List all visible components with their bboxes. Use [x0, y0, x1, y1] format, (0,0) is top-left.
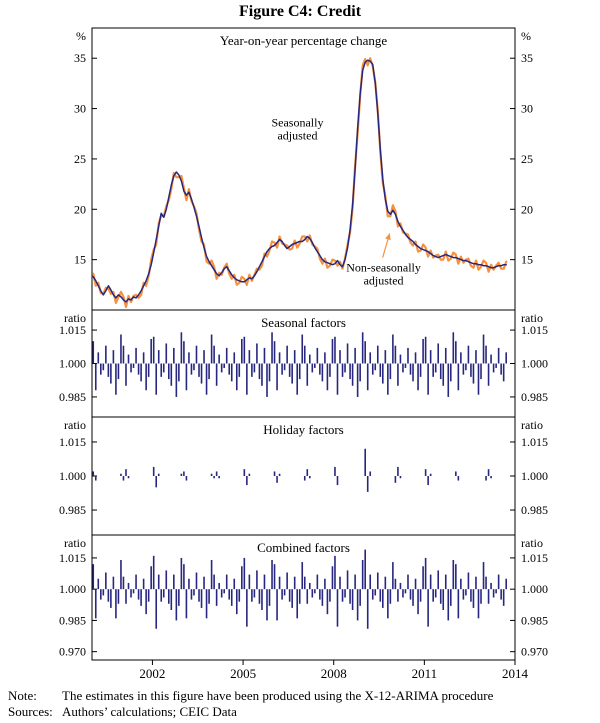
y-tick-label-left: 0.985 [59, 613, 86, 627]
y-tick-label-right: 0.970 [521, 645, 548, 659]
y-tick-label-left: 0.985 [59, 390, 86, 404]
chart-canvas: Year-on-year percentage change% % 15 15 20 20… [59, 27, 548, 681]
x-axis: 2002 2005 2008 2011 2014 [139, 660, 529, 681]
y-tick-label-left: 1.015 [59, 435, 86, 449]
annotation-text: adjusted [364, 274, 404, 288]
y-tick-label-left: 20 [74, 202, 86, 216]
x-tick-label: 2008 [321, 666, 347, 681]
x-tick-label: 2002 [139, 666, 165, 681]
panel-title-yoy: Year-on-year percentage change [220, 33, 388, 48]
line-series-sa [92, 59, 507, 303]
y-tick-label-left: 1.000 [59, 357, 86, 371]
panel-combined: Combined factors ratio ratio 0.970 0.970 0.98… [59, 534, 548, 661]
y-tick-label-right: 1.000 [521, 357, 548, 371]
figure-title: Figure C4: Credit [238, 3, 362, 20]
annotation-text: Seasonally [271, 116, 323, 130]
y-tick-label-left: 1.015 [59, 323, 86, 337]
panel-border [91, 27, 516, 311]
unit-label-right: ratio [521, 418, 543, 432]
unit-label-right: ratio [521, 536, 543, 550]
panel-title-seasonal: Seasonal factors [261, 315, 346, 330]
y-tick-label-left: 1.015 [59, 551, 86, 565]
y-tick-label-left: 15 [74, 253, 86, 267]
y-tick-label-left: 35 [74, 51, 86, 65]
y-tick-label-left: 25 [74, 152, 86, 166]
y-tick-label-right: 35 [521, 51, 533, 65]
x-tick-label: 2005 [230, 666, 256, 681]
y-tick-label-right: 1.015 [521, 323, 548, 337]
sources-row: Sources: Authors’ calculations; CEIC Dat… [8, 704, 592, 720]
panel-seasonal: Seasonal factors ratio ratio 0.985 0.985 1.00… [59, 309, 548, 418]
panel-border [91, 534, 516, 661]
unit-label-left: ratio [64, 536, 86, 550]
annotation-arrowhead-icon [385, 233, 391, 241]
sources-text: Authors’ calculations; CEIC Data [62, 704, 237, 719]
panel-title-combined: Combined factors [257, 540, 350, 555]
bar-series-holiday [92, 448, 492, 492]
x-tick-label: 2014 [502, 666, 529, 681]
y-tick-label-right: 20 [521, 202, 533, 216]
y-tick-label-right: 0.985 [521, 613, 548, 627]
y-tick-label-right: 1.015 [521, 435, 548, 449]
y-tick-label-left: 0.985 [59, 503, 86, 517]
sources-label: Sources: [8, 704, 53, 719]
line-series-nsa [92, 57, 508, 309]
figure-notes: Note: The estimates in this figure have … [8, 688, 592, 720]
y-tick-label-right: 1.015 [521, 551, 548, 565]
y-tick-label-right: 30 [521, 102, 533, 116]
annotation-text: adjusted [277, 129, 317, 143]
unit-label-left: ratio [64, 311, 86, 325]
unit-label-right: ratio [521, 311, 543, 325]
bar-series-seasonal [92, 332, 507, 397]
y-tick-label-right: 1.000 [521, 582, 548, 596]
y-tick-label-right: 25 [521, 152, 533, 166]
panel-title-holiday: Holiday factors [263, 422, 344, 437]
y-tick-label-left: 0.970 [59, 645, 86, 659]
y-tick-label-right: 0.985 [521, 503, 548, 517]
unit-label-left: ratio [64, 418, 86, 432]
y-tick-label-left: 1.000 [59, 582, 86, 596]
y-tick-label-left: 1.000 [59, 469, 86, 483]
x-tick-label: 2011 [412, 666, 438, 681]
y-tick-label-right: 1.000 [521, 469, 548, 483]
note-row: Note: The estimates in this figure have … [8, 688, 592, 704]
panel-holiday: Holiday factors ratio ratio 0.985 0.985 1.000… [59, 416, 548, 536]
y-tick-label-right: 0.985 [521, 390, 548, 404]
note-label: Note: [8, 688, 37, 703]
y-tick-label-left: 30 [74, 102, 86, 116]
bar-series-combined [92, 549, 507, 629]
annotation-text: Non-seasonally [346, 261, 421, 275]
unit-label-right: % [521, 29, 531, 43]
note-text: The estimates in this figure have been p… [62, 688, 494, 703]
panel-yoy: Year-on-year percentage change% % 15 15 20 20… [74, 27, 533, 311]
unit-label-left: % [76, 29, 86, 43]
y-tick-label-right: 15 [521, 253, 533, 267]
